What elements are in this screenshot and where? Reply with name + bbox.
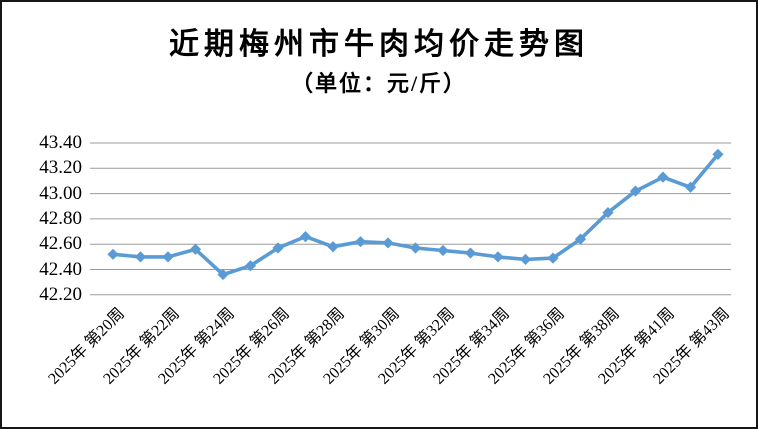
y-axis-tick-label: 43.00 — [39, 182, 82, 204]
data-point-marker — [244, 260, 257, 272]
data-point-marker — [519, 253, 532, 265]
data-point-marker — [684, 181, 697, 193]
data-point-marker — [107, 248, 119, 260]
data-point-marker — [134, 251, 147, 263]
data-point-marker — [602, 206, 614, 219]
y-axis-tick-label: 42.20 — [39, 283, 82, 305]
data-point-marker — [492, 251, 504, 263]
data-point-marker — [217, 268, 229, 281]
y-axis-tick-label: 42.80 — [39, 207, 82, 229]
data-point-marker — [464, 247, 477, 259]
data-point-marker — [299, 231, 312, 243]
data-point-marker — [437, 244, 449, 257]
chart-subtitle: （单位：元/斤） — [290, 71, 468, 96]
data-point-marker — [162, 251, 174, 263]
data-point-marker — [629, 185, 642, 197]
data-point-marker — [327, 241, 339, 253]
y-axis-tick-label: 42.40 — [39, 258, 82, 280]
y-axis-tick-label: 42.60 — [39, 233, 82, 255]
data-point-marker — [547, 252, 559, 264]
chart-title: 近期梅州市牛肉均价走势图 — [169, 28, 589, 61]
y-axis-tick-label: 43.20 — [39, 157, 82, 179]
data-point-marker — [354, 236, 367, 248]
data-point-marker — [272, 242, 284, 254]
data-point-marker — [189, 243, 202, 255]
data-point-marker — [409, 242, 422, 254]
data-point-marker — [574, 233, 587, 245]
data-point-marker — [382, 237, 394, 249]
price-series-line — [111, 152, 720, 277]
y-axis-tick-label: 43.40 — [39, 132, 82, 153]
data-point-marker — [657, 171, 669, 183]
data-point-marker — [712, 148, 724, 160]
